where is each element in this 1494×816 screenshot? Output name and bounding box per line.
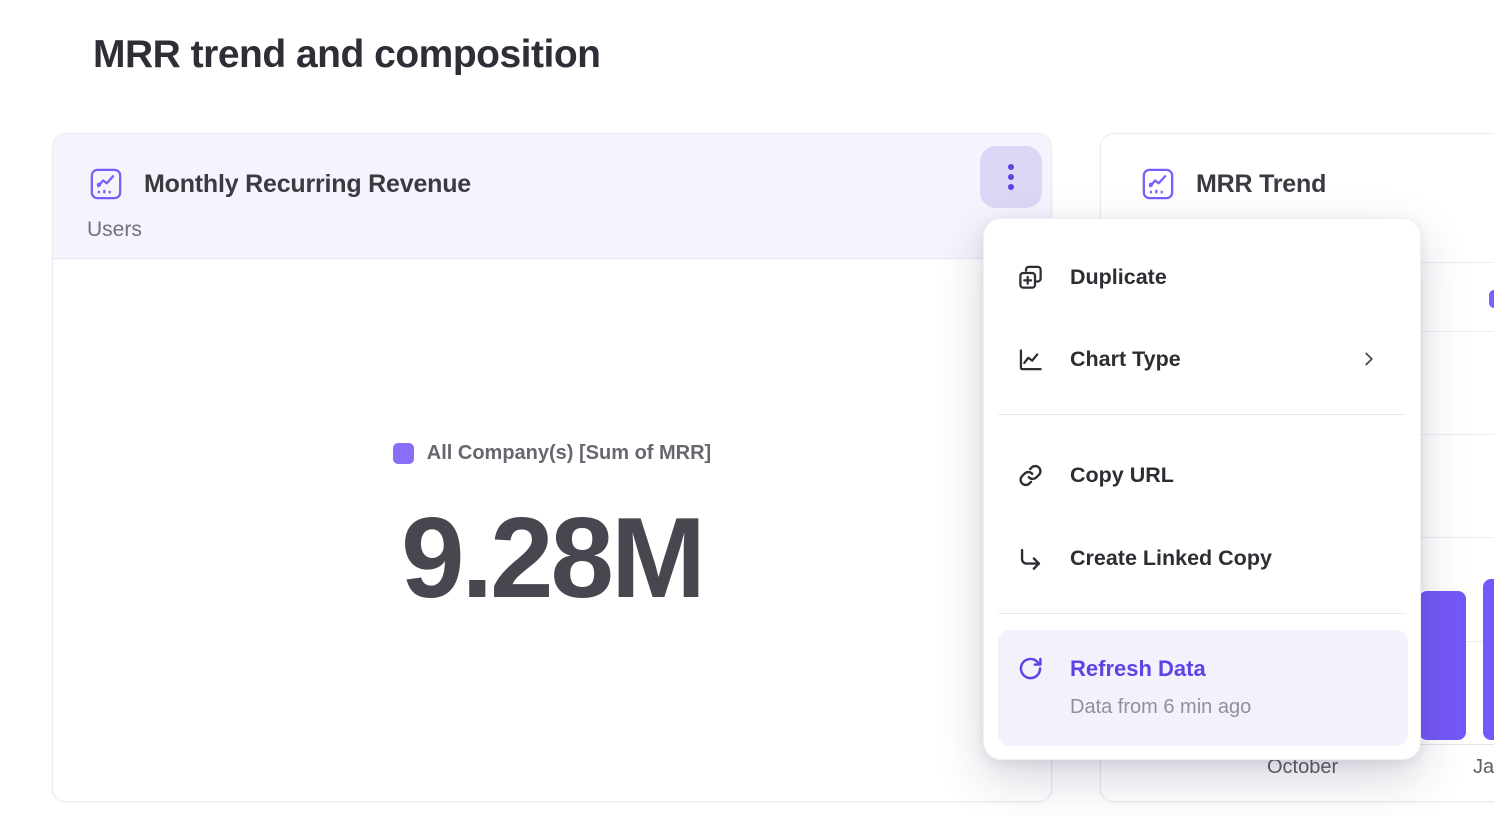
refresh-data-sublabel: Data from 6 min ago <box>1070 696 1252 718</box>
page-title: MRR trend and composition <box>93 33 601 76</box>
menu-item-label: Copy URL <box>1070 462 1174 487</box>
menu-item-duplicate[interactable]: Duplicate <box>984 241 1420 313</box>
big-number-area: All Company(s) [Sum of MRR] 9.28M <box>53 259 1051 801</box>
chart-type-icon <box>1017 346 1044 373</box>
menu-divider <box>998 414 1406 415</box>
mrr-legend: All Company(s) [Sum of MRR] <box>53 442 1051 465</box>
kebab-dot <box>1008 174 1014 180</box>
mrr-trend-card-title: MRR Trend <box>1196 169 1327 198</box>
card-options-menu: Duplicate Chart Type <box>983 218 1421 760</box>
kebab-dot <box>1008 164 1014 170</box>
x-axis-label-january-truncated: Ja <box>1473 756 1494 778</box>
mrr-card: Monthly Recurring Revenue Users All Comp… <box>52 133 1052 802</box>
duplicate-icon <box>1017 264 1044 291</box>
x-axis-label-october: October <box>1267 756 1339 778</box>
menu-item-label: Chart Type <box>1070 346 1181 371</box>
mrr-card-title: Monthly Recurring Revenue <box>144 169 471 198</box>
trend-bar[interactable] <box>1483 579 1494 740</box>
menu-divider <box>998 613 1406 614</box>
corner-down-right-icon <box>1017 545 1044 572</box>
menu-item-copy-url[interactable]: Copy URL <box>984 439 1420 511</box>
link-icon <box>1017 462 1044 489</box>
menu-item-refresh-data[interactable]: Refresh Data Data from 6 min ago <box>998 630 1408 746</box>
mrr-card-header: Monthly Recurring Revenue Users <box>53 134 1051 259</box>
chart-widget-icon <box>1141 167 1175 201</box>
refresh-data-label: Refresh Data <box>1070 655 1206 681</box>
chart-widget-icon <box>89 167 123 201</box>
trend-legend-swatch <box>1489 290 1494 308</box>
legend-label: All Company(s) [Sum of MRR] <box>426 442 712 464</box>
refresh-icon <box>1017 655 1044 682</box>
menu-item-label: Create Linked Copy <box>1070 545 1272 570</box>
kebab-dot <box>1008 184 1014 190</box>
legend-swatch <box>392 443 414 464</box>
mrr-big-value: 9.28M <box>401 495 706 622</box>
card-options-button[interactable] <box>980 146 1042 208</box>
mrr-card-source: Users <box>87 218 142 241</box>
chevron-right-icon <box>1358 348 1380 370</box>
trend-bar[interactable] <box>1419 591 1466 740</box>
menu-item-create-linked-copy[interactable]: Create Linked Copy <box>984 522 1420 594</box>
menu-item-chart-type[interactable]: Chart Type <box>984 323 1420 395</box>
menu-item-label: Duplicate <box>1070 264 1167 289</box>
